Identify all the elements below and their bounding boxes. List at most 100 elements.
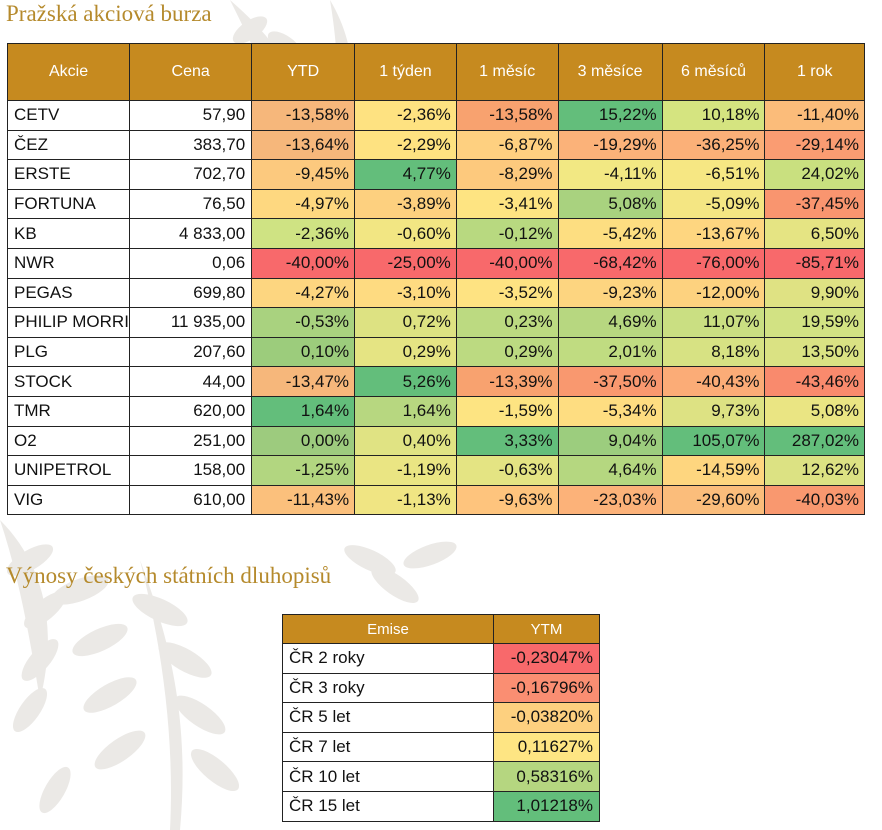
column-header-emise: Emise — [282, 614, 494, 644]
stock-change-cell: -8,29% — [455, 159, 559, 190]
stock-change-cell: 0,29% — [455, 336, 559, 368]
stock-change-cell: -6,87% — [455, 129, 559, 161]
stock-name: TMR — [6, 395, 131, 427]
bond-ytm: -0,03820% — [493, 702, 600, 733]
stock-price: 0,06 — [129, 247, 253, 279]
stock-change-cell: 0,40% — [354, 425, 457, 457]
stock-change-cell: -85,71% — [764, 247, 865, 279]
stock-change-cell: -1,59% — [455, 395, 559, 427]
stock-change-cell: -4,97% — [251, 188, 356, 220]
stock-change-cell: -5,09% — [661, 188, 766, 220]
stock-name: NWR — [6, 247, 131, 279]
stock-name: PLG — [6, 336, 131, 368]
table-row: TMR 620,00 1,64% 1,64% -1,59% -5,34% 9,73% 5,08… — [6, 395, 865, 427]
stock-change-cell: -0,63% — [455, 455, 559, 486]
stock-price: 251,00 — [129, 425, 253, 457]
table-row: STOCK 44,00 -13,47% 5,26% -13,39% -37,50% -40,… — [6, 366, 865, 397]
stock-price: 11 935,00 — [129, 307, 253, 338]
table-row: KB 4 833,00 -2,36% -0,60% -0,12% -5,42% -13,67… — [6, 218, 865, 249]
bonds-table-body: ČR 2 roky -0,23047% ČR 3 roky -0,16796% ČR 5… — [282, 643, 600, 822]
stock-change-cell: 15,22% — [557, 100, 663, 131]
stock-price: 620,00 — [129, 395, 253, 427]
stock-change-cell: 12,62% — [764, 455, 865, 486]
column-header-3-mesice: 3 měsíce — [557, 43, 663, 101]
stock-change-cell: -5,42% — [557, 218, 663, 249]
stock-price: 699,80 — [129, 277, 253, 309]
stock-change-cell: -19,29% — [557, 129, 663, 161]
stock-change-cell: -37,45% — [764, 188, 865, 220]
stock-change-cell: 8,18% — [661, 336, 766, 368]
table-row: FORTUNA 76,50 -4,97% -3,89% -3,41% 5,08% -5,09… — [6, 188, 865, 220]
stock-change-cell: 4,64% — [557, 455, 663, 486]
bond-emise: ČR 2 roky — [282, 643, 494, 674]
stock-change-cell: 2,01% — [557, 336, 663, 368]
stock-change-cell: 5,08% — [557, 188, 663, 220]
bond-emise: ČR 5 let — [282, 702, 494, 733]
stock-change-cell: 5,08% — [764, 395, 865, 427]
stock-change-cell: -4,11% — [557, 159, 663, 190]
stock-change-cell: 0,72% — [354, 307, 457, 338]
table-row: ČEZ 383,70 -13,64% -2,29% -6,87% -19,29% -36,2… — [6, 129, 865, 161]
bonds-table: Emise YTM ČR 2 roky -0,23047% ČR 3 roky -0,… — [282, 614, 600, 822]
table-row: NWR 0,06 -40,00% -25,00% -40,00% -68,42% -76,0… — [6, 247, 865, 279]
stock-change-cell: -1,13% — [354, 484, 457, 516]
stock-change-cell: 0,00% — [251, 425, 356, 457]
stock-change-cell: 10,18% — [661, 100, 766, 131]
table-row: ČR 5 let -0,03820% — [282, 702, 600, 733]
stock-change-cell: -76,00% — [661, 247, 766, 279]
stock-change-cell: 11,07% — [661, 307, 766, 338]
stock-change-cell: -1,19% — [354, 455, 457, 486]
stock-change-cell: -3,52% — [455, 277, 559, 309]
stock-change-cell: -40,00% — [455, 247, 559, 279]
column-header-1-tyden: 1 týden — [354, 43, 457, 101]
stocks-section-title: Pražská akciová burza — [6, 1, 212, 26]
stock-change-cell: 5,26% — [354, 366, 457, 397]
table-row: PEGAS 699,80 -4,27% -3,10% -3,52% -9,23% -12,0… — [6, 277, 865, 309]
stock-change-cell: 9,73% — [661, 395, 766, 427]
stock-change-cell: 0,23% — [455, 307, 559, 338]
bonds-header-row: Emise YTM — [282, 614, 600, 644]
stock-change-cell: -11,43% — [251, 484, 356, 516]
stock-change-cell: -13,67% — [661, 218, 766, 249]
stock-change-cell: -1,25% — [251, 455, 356, 486]
stock-name: CETV — [6, 100, 131, 131]
stock-change-cell: -12,00% — [661, 277, 766, 309]
stock-change-cell: 1,64% — [354, 395, 457, 427]
stock-change-cell: 19,59% — [764, 307, 865, 338]
stock-price: 702,70 — [129, 159, 253, 190]
stock-change-cell: -40,43% — [661, 366, 766, 397]
table-row: UNIPETROL 158,00 -1,25% -1,19% -0,63% 4,64% -1… — [6, 455, 865, 486]
stock-change-cell: -29,14% — [764, 129, 865, 161]
stock-change-cell: 287,02% — [764, 425, 865, 457]
stock-change-cell: -37,50% — [557, 366, 663, 397]
stock-change-cell: -13,58% — [251, 100, 356, 131]
stock-change-cell: -36,25% — [661, 129, 766, 161]
stock-name: STOCK — [6, 366, 131, 397]
stock-change-cell: -0,53% — [251, 307, 356, 338]
bond-ytm: 0,58316% — [493, 761, 600, 792]
stock-change-cell: -2,36% — [251, 218, 356, 249]
stock-change-cell: 24,02% — [764, 159, 865, 190]
bond-ytm: 0,11627% — [493, 731, 600, 763]
stock-price: 610,00 — [129, 484, 253, 516]
stock-change-cell: 105,07% — [661, 425, 766, 457]
stocks-table-body: CETV 57,90 -13,58% -2,36% -13,58% 15,22% 10,18… — [6, 100, 865, 516]
stocks-header-row: Akcie Cena YTD 1 týden 1 měsíc 3 měsíce … — [6, 43, 865, 101]
stock-change-cell: 1,64% — [251, 395, 356, 427]
column-header-1-rok: 1 rok — [764, 43, 865, 101]
stock-price: 158,00 — [129, 455, 253, 486]
table-row: O2 251,00 0,00% 0,40% 3,33% 9,04% 105,07% 287,0… — [6, 425, 865, 457]
stock-change-cell: 4,77% — [354, 159, 457, 190]
bond-emise: ČR 10 let — [282, 761, 494, 792]
stocks-table: Akcie Cena YTD 1 týden 1 měsíc 3 měsíce … — [6, 43, 865, 516]
stock-price: 207,60 — [129, 336, 253, 368]
stock-change-cell: -40,03% — [764, 484, 865, 516]
stock-change-cell: -0,60% — [354, 218, 457, 249]
column-header-cena: Cena — [129, 43, 253, 101]
stock-change-cell: -3,41% — [455, 188, 559, 220]
stock-name: FORTUNA — [6, 188, 131, 220]
stock-change-cell: -13,47% — [251, 366, 356, 397]
stock-name: O2 — [6, 425, 131, 457]
stock-change-cell: -2,29% — [354, 129, 457, 161]
stock-change-cell: 3,33% — [455, 425, 559, 457]
